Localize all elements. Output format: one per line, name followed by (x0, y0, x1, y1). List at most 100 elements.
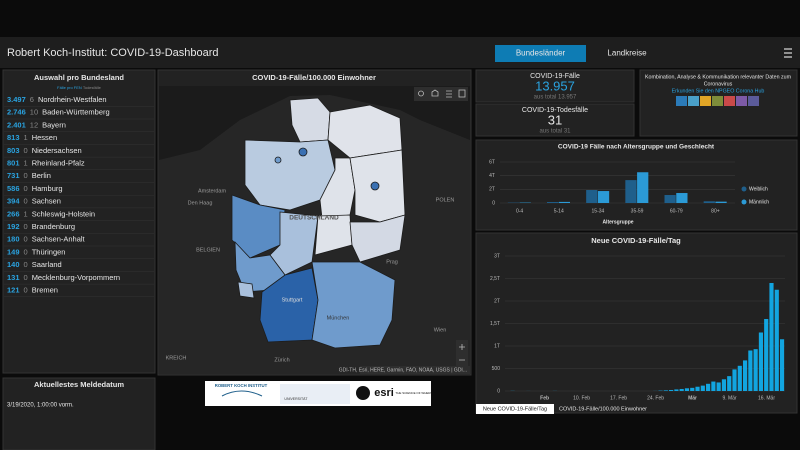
state-row[interactable]: 192 0 Brandenburg (7, 222, 75, 231)
legend-label: Weiblich (749, 186, 768, 192)
chart-title: Neue COVID-19-Fälle/Tag (591, 236, 681, 245)
state-name: Rheinland-Pfalz (32, 158, 85, 167)
state-row[interactable]: 149 0 Thüringen (7, 247, 65, 256)
hub-icons[interactable] (676, 96, 759, 106)
tab[interactable]: Bundesländer (516, 49, 566, 58)
case-count: 192 (7, 222, 20, 231)
bar (779, 339, 785, 391)
state-shape (237, 281, 255, 299)
date-panel (2, 377, 156, 450)
state-row[interactable]: 586 0 Hamburg (7, 184, 63, 193)
y-tick-label: 500 (492, 366, 501, 372)
home-button[interactable] (431, 89, 439, 97)
state-row[interactable]: 394 0 Sachsen (7, 197, 61, 206)
state-name: Bayern (42, 120, 66, 129)
hub-link[interactable]: Erkunden Sie den NPGEO Corona Hub (672, 88, 765, 94)
death-count: 6 (30, 95, 34, 104)
bar (721, 379, 727, 391)
grid-button[interactable] (458, 89, 466, 98)
icon[interactable] (724, 96, 735, 106)
case-count: 2.401 (7, 120, 26, 129)
state-name: Baden-Württemberg (42, 108, 110, 117)
bar (758, 332, 764, 391)
zoom-control[interactable] (456, 340, 468, 366)
case-count: 121 (7, 285, 20, 294)
state-shape (311, 261, 396, 349)
sort-option[interactable]: Todesfälle (83, 85, 102, 90)
case-count: 140 (7, 260, 20, 269)
icon[interactable] (700, 96, 711, 106)
state-row[interactable]: 813 1 Hessen (7, 133, 57, 142)
map-label: DEUTSCHLAND (289, 215, 339, 222)
bottom-tab-active[interactable] (476, 404, 554, 414)
state-row[interactable]: 121 0 Bremen (7, 285, 58, 294)
y-tick-label: 6T (489, 159, 495, 165)
tab-active[interactable] (495, 45, 586, 62)
bottom-tab[interactable]: Neue COVID-19-Fälle/Tag (483, 406, 547, 412)
state-name: Thüringen (32, 247, 66, 256)
state-row[interactable]: 266 1 Schleswig-Holstein (7, 209, 95, 218)
map[interactable]: DEUTSCHLAND BELGIEN Prag Stuttgart Münch… (159, 86, 470, 374)
state-row[interactable]: 131 0 Mecklenburg-Vorpommern (7, 273, 120, 282)
bar (700, 385, 705, 391)
bar (625, 180, 637, 203)
deaths-panel (475, 103, 635, 137)
y-tick-label: 2,5T (490, 276, 500, 282)
icon[interactable] (676, 96, 687, 106)
bar (769, 283, 774, 391)
state-row[interactable]: 140 0 Saarland (7, 260, 62, 269)
case-count: 394 (7, 197, 20, 206)
icon[interactable] (736, 96, 747, 106)
y-tick-label: 3T (494, 253, 500, 259)
state-row[interactable]: 2.401 12 Bayern (7, 120, 66, 129)
bottom-tab[interactable]: COVID-19-Fälle/100.000 Einwohner (559, 406, 647, 412)
death-count: 12 (30, 120, 38, 129)
bar (774, 289, 779, 391)
state-row[interactable]: 2.746 10 Baden-Württemberg (7, 108, 110, 117)
kpi-title: COVID-19-Fälle (530, 73, 580, 80)
death-count: 0 (24, 247, 28, 256)
sea (159, 86, 470, 160)
state-row[interactable]: 3.497 6 Nordrhein-Westfalen (7, 95, 107, 104)
icon[interactable] (712, 96, 723, 106)
death-count: 1 (24, 158, 28, 167)
y-tick-label: 1T (494, 343, 500, 349)
case-count: 2.746 (7, 108, 26, 117)
zoom-buttons[interactable] (459, 344, 465, 361)
menu-icon[interactable] (784, 48, 792, 58)
icon[interactable] (688, 96, 699, 106)
map-label: München (327, 315, 350, 321)
info-text: Coronavirus (704, 81, 733, 87)
logo-swoosh (221, 390, 263, 397)
death-count: 0 (24, 222, 28, 231)
list-button[interactable] (446, 90, 452, 98)
x-tick-label: 60-79 (670, 208, 683, 214)
x-tick-label: Feb (540, 395, 549, 401)
death-count: 10 (30, 108, 38, 117)
icon[interactable] (748, 96, 759, 106)
state-shape (298, 147, 308, 157)
search-button[interactable] (418, 90, 424, 97)
state-name: Bremen (32, 285, 58, 294)
state-row[interactable]: 731 0 Berlin (7, 171, 51, 180)
map-tools[interactable] (414, 87, 468, 366)
tab[interactable]: Landkreise (607, 49, 647, 58)
state-name: Mecklenburg-Vorpommern (32, 273, 120, 282)
state-name: Hessen (32, 133, 57, 142)
state-row[interactable]: 801 1 Rheinland-Pfalz (7, 158, 85, 167)
bar (703, 201, 715, 203)
attribution-bar (360, 366, 470, 374)
bar (695, 386, 700, 391)
case-count: 731 (7, 171, 20, 180)
cases-panel (475, 69, 635, 103)
bar (586, 190, 598, 203)
kpi-total: aus total 31 (539, 129, 571, 135)
attribution: GDI-TH, Esri, HERE, Garmin, FAO, NOAA, U… (339, 367, 467, 373)
state-row[interactable]: 180 0 Sachsen-Anhalt (7, 235, 86, 244)
sort-option[interactable]: Fälle pro FEN (57, 85, 82, 90)
death-count: 1 (24, 209, 28, 218)
state-row[interactable]: 803 0 Niedersachsen (7, 146, 82, 155)
legend-swatch (741, 186, 747, 192)
